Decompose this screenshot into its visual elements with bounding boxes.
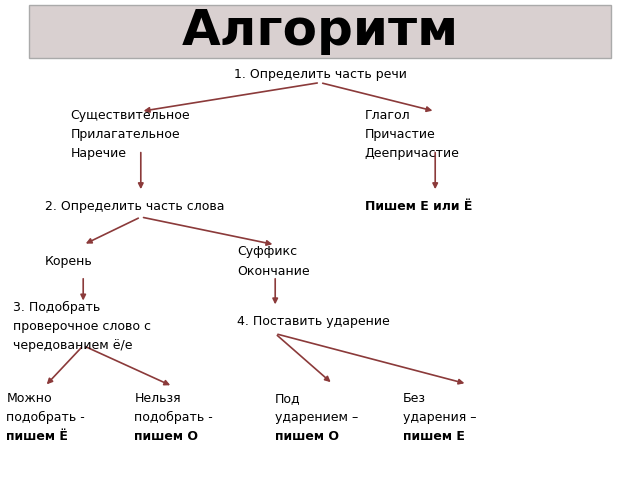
Text: Глагол: Глагол: [365, 108, 410, 122]
Text: Корень: Корень: [45, 255, 93, 268]
Text: 1. Определить часть речи: 1. Определить часть речи: [234, 68, 406, 81]
Text: пишем О: пишем О: [134, 430, 198, 444]
Text: Причастие: Причастие: [365, 128, 436, 141]
FancyBboxPatch shape: [29, 5, 611, 58]
Text: проверочное слово с: проверочное слово с: [13, 320, 151, 333]
Text: ударением –: ударением –: [275, 411, 358, 424]
Text: Под: Под: [275, 392, 301, 405]
Text: 2. Определить часть слова: 2. Определить часть слова: [0, 479, 1, 480]
Text: 2. Определить часть слова: 2. Определить часть слова: [45, 200, 224, 213]
Text: 1. Определить часть речи: 1. Определить часть речи: [234, 68, 406, 81]
Text: Можно: Можно: [6, 392, 52, 405]
Text: 1. Определить часть речи: 1. Определить часть речи: [0, 479, 1, 480]
Text: 4. Поставить ударение: 4. Поставить ударение: [237, 315, 390, 328]
Text: 4. Поставить ударение: 4. Поставить ударение: [0, 479, 1, 480]
Text: чередованием ё/е: чередованием ё/е: [13, 339, 132, 352]
Text: Существительное: Существительное: [70, 108, 190, 122]
Text: ударения –: ударения –: [403, 411, 477, 424]
Text: Деепричастие: Деепричастие: [365, 147, 460, 160]
Text: Алгоритм: Алгоритм: [181, 7, 459, 55]
Text: Наречие: Наречие: [70, 147, 127, 160]
Text: чередованием ё/е: чередованием ё/е: [0, 479, 1, 480]
Text: 2. Определить часть слова: 2. Определить часть слова: [45, 200, 224, 213]
Text: 3. Подобрать: 3. Подобрать: [0, 479, 1, 480]
Text: подобрать -: подобрать -: [6, 411, 85, 424]
Text: проверочное слово с: проверочное слово с: [13, 320, 151, 333]
Text: проверочное слово с: проверочное слово с: [0, 479, 1, 480]
Text: Суффикс: Суффикс: [237, 245, 297, 259]
Text: 3. Подобрать: 3. Подобрать: [13, 300, 100, 314]
Text: Пишем Е или Ё: Пишем Е или Ё: [365, 200, 472, 213]
Text: 3. Подобрать: 3. Подобрать: [13, 300, 100, 314]
Text: чередованием ё/е: чередованием ё/е: [13, 339, 132, 352]
Text: пишем О: пишем О: [275, 430, 339, 444]
Text: Без: Без: [403, 392, 426, 405]
Text: Нельзя: Нельзя: [134, 392, 181, 405]
Text: Окончание: Окончание: [237, 264, 309, 278]
Text: Прилагательное: Прилагательное: [70, 128, 180, 141]
Text: пишем Е: пишем Е: [403, 430, 465, 444]
Text: 4. Поставить ударение: 4. Поставить ударение: [237, 315, 390, 328]
Text: пишем Ё: пишем Ё: [6, 430, 68, 444]
Text: подобрать -: подобрать -: [134, 411, 213, 424]
